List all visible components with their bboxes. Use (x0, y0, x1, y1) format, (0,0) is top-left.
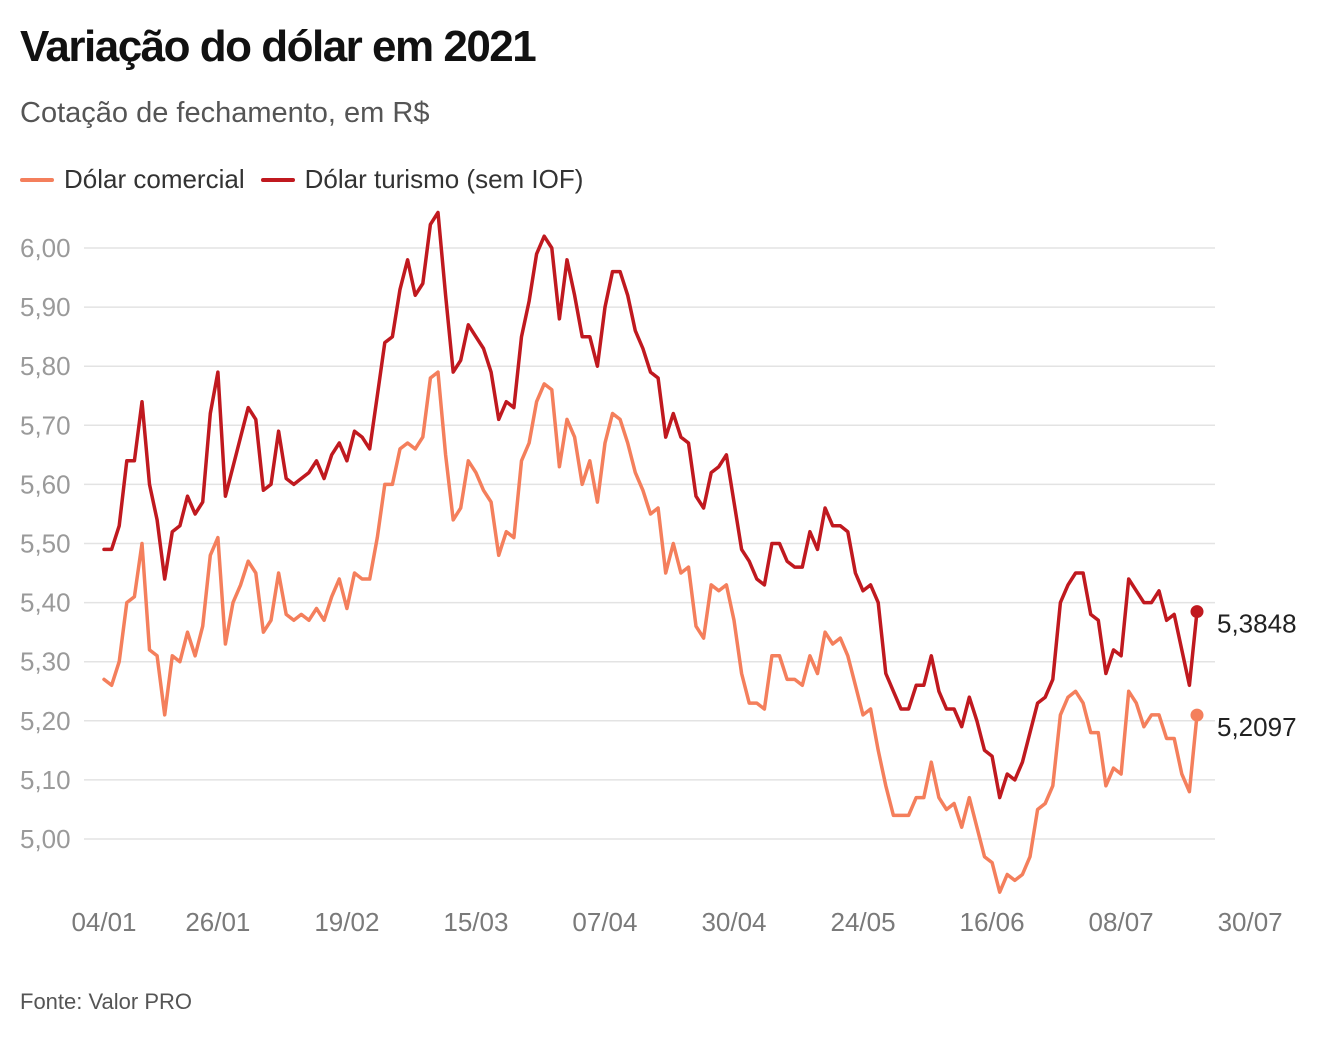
series-line-comercial (102, 370, 1199, 894)
x-tick-label: 26/01 (185, 907, 250, 937)
x-tick-label: 07/04 (572, 907, 637, 937)
legend-item-comercial: Dólar comercial (20, 164, 245, 195)
y-tick-label: 5,30 (20, 647, 71, 677)
x-tick-label: 15/03 (443, 907, 508, 937)
y-tick-label: 5,40 (20, 588, 71, 618)
legend-swatch-turismo (260, 177, 295, 182)
y-tick-label: 5,10 (20, 765, 71, 795)
x-tick-label: 16/06 (960, 907, 1025, 937)
y-tick-label: 5,60 (20, 469, 71, 499)
chart-subtitle: Cotação de fechamento, em R$ (20, 97, 430, 129)
x-tick-label: 24/05 (830, 907, 895, 937)
x-tick-label: 08/07 (1089, 907, 1154, 937)
legend-label-turismo: Dólar turismo (sem IOF) (304, 164, 584, 194)
y-tick-label: 5,50 (20, 529, 71, 559)
end-point-turismo (1190, 605, 1204, 619)
y-tick-label: 5,70 (20, 410, 71, 440)
chart-title: Variação do dólar em 2021 (20, 22, 537, 71)
chart-legend: Dólar comercial Dólar turismo (sem IOF) (20, 164, 599, 195)
x-tick-label: 19/02 (314, 907, 379, 937)
y-tick-label: 5,90 (20, 292, 71, 322)
legend-label-comercial: Dólar comercial (64, 164, 245, 194)
x-tick-label: 30/04 (701, 907, 766, 937)
x-tick-label: 04/01 (71, 907, 136, 937)
end-label-comercial: 5,2097 (1217, 712, 1297, 742)
y-tick-label: 6,00 (20, 233, 71, 263)
end-label-turismo: 5,3848 (1217, 609, 1297, 639)
end-point-comercial (1190, 708, 1204, 722)
x-tick-label: 30/07 (1218, 907, 1283, 937)
series-line-turismo (102, 210, 1199, 800)
legend-item-turismo: Dólar turismo (sem IOF) (260, 164, 584, 195)
y-tick-label: 5,80 (20, 351, 71, 381)
y-tick-label: 5,00 (20, 824, 71, 854)
legend-swatch-comercial (20, 177, 54, 182)
chart-source: Fonte: Valor PRO (20, 989, 192, 1014)
y-tick-label: 5,20 (20, 706, 71, 736)
